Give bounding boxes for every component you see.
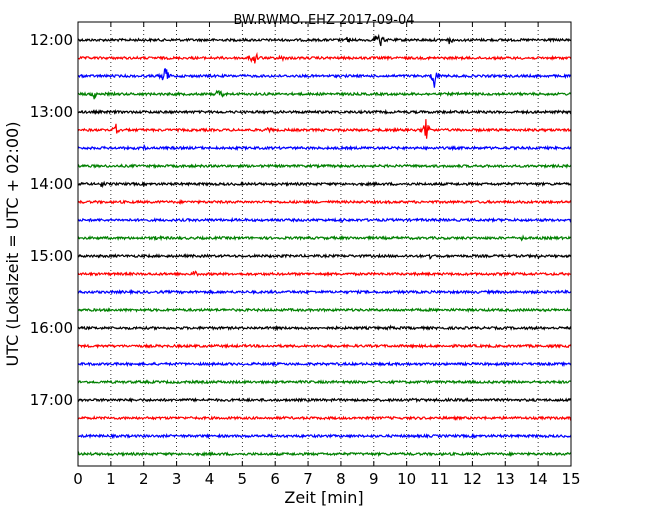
x-tick-label: 4	[205, 470, 215, 488]
trace-row-1515	[77, 270, 572, 278]
x-tick-label: 15	[561, 470, 580, 488]
trace-row-1615	[77, 343, 572, 350]
trace-row-1430	[77, 216, 572, 224]
x-axis-label: Zeit [min]	[284, 488, 363, 507]
x-tick-label: 13	[496, 470, 515, 488]
trace-row-1600	[77, 324, 572, 332]
x-tick-label: 1	[106, 470, 116, 488]
y-tick-label: 15:00	[30, 247, 73, 265]
y-axis-label: UTC (Lokalzeit = UTC + 02:00)	[3, 122, 22, 367]
y-tick-label: 12:00	[30, 31, 73, 49]
trace-row-1245	[77, 89, 572, 100]
x-tick-label: 3	[172, 470, 182, 488]
trace-row-1730	[77, 432, 572, 440]
trace-row-1200	[77, 33, 572, 47]
x-tick-label: 14	[529, 470, 548, 488]
plot-frame	[77, 21, 572, 467]
trace-row-1715	[77, 414, 572, 421]
x-tick-label: 6	[270, 470, 280, 488]
x-tick-label: 2	[139, 470, 149, 488]
trace-rows	[77, 33, 572, 458]
trace-row-1330	[77, 143, 572, 152]
trace-row-1545	[77, 307, 572, 314]
y-tick-label: 17:00	[30, 391, 73, 409]
x-tick-label: 0	[73, 470, 83, 488]
trace-row-1630	[77, 360, 572, 368]
trace-row-1645	[77, 379, 572, 385]
trace-row-1700	[77, 397, 572, 404]
chart-title: BW.RWMO..EHZ 2017-09-04	[233, 13, 414, 28]
trace-row-1500	[77, 252, 572, 260]
x-tick-label: 11	[430, 470, 449, 488]
trace-row-1315	[77, 119, 572, 139]
x-tick-label: 8	[336, 470, 346, 488]
y-tick-label: 13:00	[30, 103, 73, 121]
trace-row-1530	[77, 288, 572, 296]
x-tick-label: 7	[303, 470, 313, 488]
trace-row-1215	[77, 51, 572, 64]
trace-row-1415	[77, 198, 572, 206]
y-tick-label: 14:00	[30, 175, 73, 193]
x-tick-label: 5	[238, 470, 248, 488]
trace-row-1300	[77, 108, 572, 116]
x-tick-label: 10	[397, 470, 416, 488]
trace-row-1345	[77, 163, 572, 170]
x-tick-label: 12	[463, 470, 482, 488]
x-tick-label: 9	[369, 470, 379, 488]
y-tick-label: 16:00	[30, 319, 73, 337]
trace-row-1400	[77, 180, 572, 189]
trace-row-1230	[77, 68, 572, 88]
trace-row-1445	[77, 234, 572, 242]
axis-ticks: 0 1 2 3 4 5 6 7 8 9 10 11 12 13 14 1512:0013:0014:0015:…	[30, 22, 581, 488]
trace-row-1745	[77, 450, 572, 458]
